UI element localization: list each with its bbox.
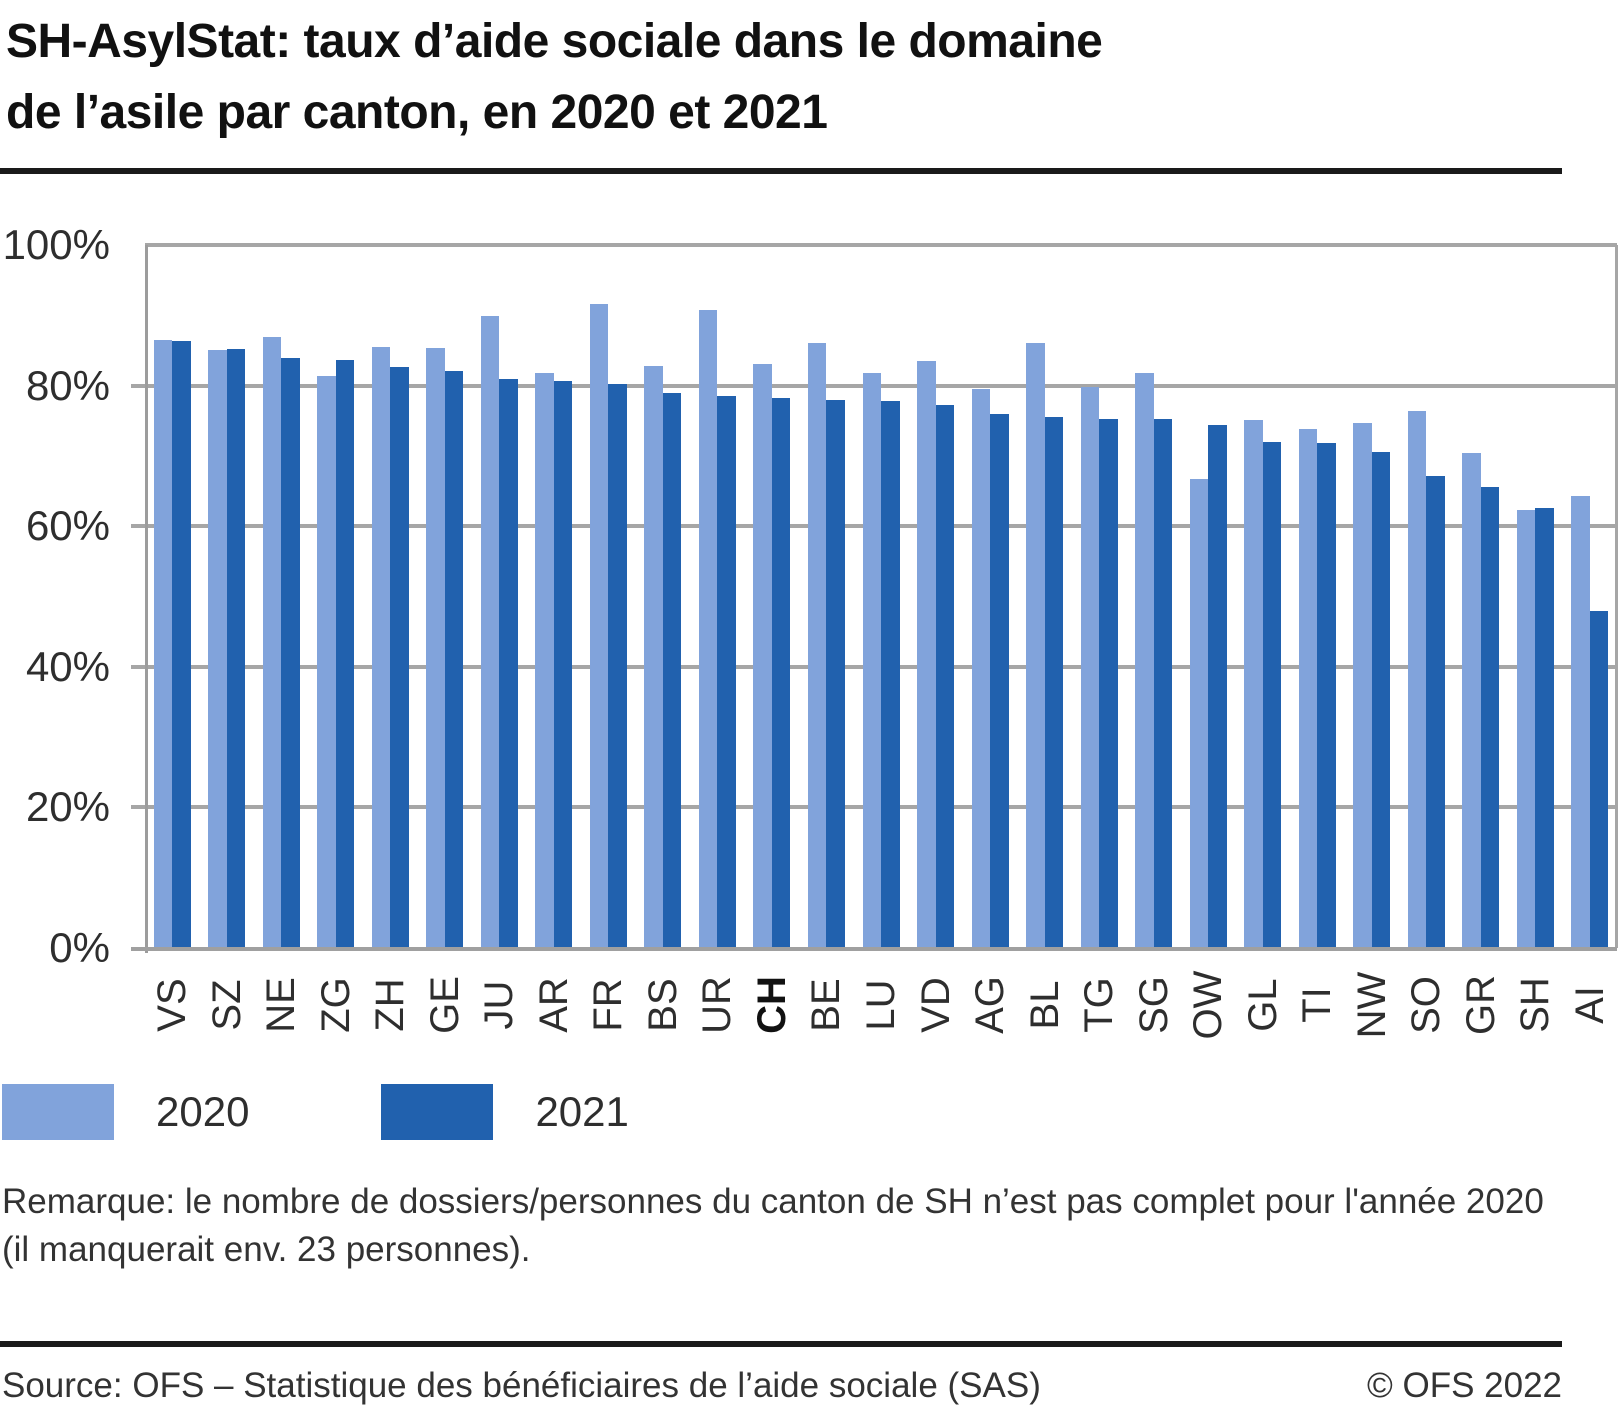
- bar-2021-ZG: [335, 360, 355, 948]
- bar-2020-BS: [644, 365, 663, 948]
- legend-swatch-2021: [381, 1084, 494, 1140]
- footer-divider: [0, 1341, 1562, 1347]
- y-axis-label-80: 80%: [25, 361, 110, 409]
- legend-swatch-2020: [2, 1084, 114, 1140]
- y-axis-label-0: 0%: [49, 924, 110, 971]
- bar-2021-GE: [444, 370, 464, 948]
- bar-2020-OW: [1189, 479, 1209, 948]
- bar-2020-GR: [1462, 453, 1481, 948]
- bar-2020-AG: [971, 389, 991, 948]
- bar-2020-NW: [1353, 422, 1372, 948]
- bar-2021-OW: [1208, 424, 1227, 948]
- bar-2020-ZH: [371, 346, 391, 948]
- bar-2021-FR: [608, 384, 627, 948]
- chart-title-line2: de l’asile par canton, en 2020 et 2021: [6, 86, 828, 139]
- chart-note-line1: Remarque: le nombre de dossiers/personne…: [2, 1182, 1544, 1221]
- bar-2021-SH: [1535, 507, 1554, 948]
- bar-2021-TI: [1317, 442, 1336, 948]
- bar-2021-AG: [990, 414, 1009, 948]
- bar-2021-SO: [1426, 476, 1445, 948]
- bar-2020-SG: [1135, 372, 1154, 948]
- bar-2020-TI: [1298, 429, 1318, 948]
- bar-2020-ZG: [317, 375, 336, 948]
- chart-title-line1: SH-AsylStat: taux d’aide sociale dans le…: [6, 15, 1103, 68]
- legend: 2020 2021: [2, 1083, 629, 1141]
- bar-2020-CH: [753, 363, 772, 948]
- y-tick-20: [131, 805, 145, 810]
- chart-title: SH-AsylStat: taux d’aide sociale dans le…: [6, 6, 1566, 148]
- bar-2020-NE: [262, 337, 282, 948]
- legend-label-2020: 2020: [156, 1088, 250, 1135]
- gridline-100: [145, 243, 1617, 247]
- bar-2020-GE: [426, 347, 445, 948]
- footer: Source: OFS – Statistique des bénéficiai…: [2, 1366, 1562, 1406]
- bar-2020-AR: [535, 372, 554, 948]
- y-axis-line: [145, 245, 148, 953]
- bar-2020-BE: [807, 343, 827, 948]
- bar-2021-ZH: [390, 367, 409, 948]
- chart-note-line2: (il manquerait env. 23 personnes).: [2, 1230, 531, 1269]
- bar-2021-VD: [935, 404, 955, 948]
- x-axis-label-AI: AI: [1567, 986, 1612, 1024]
- bar-2021-TG: [1099, 419, 1118, 948]
- bar-2020-TG: [1080, 387, 1100, 948]
- bar-2021-CH: [771, 397, 791, 948]
- legend-label-2021: 2021: [535, 1088, 629, 1135]
- bar-2020-GL: [1244, 420, 1263, 948]
- bar-2020-FR: [589, 304, 609, 948]
- bar-2021-LU: [881, 401, 900, 948]
- bar-2020-JU: [480, 316, 500, 948]
- bar-2021-GL: [1262, 441, 1282, 948]
- bar-2021-VS: [172, 341, 191, 948]
- source-text: Source: OFS – Statistique des bénéficiai…: [2, 1366, 1041, 1405]
- copyright-text: © OFS 2022: [1366, 1366, 1562, 1405]
- bar-2020-UR: [698, 309, 718, 948]
- bar-2021-NE: [281, 358, 300, 948]
- bar-2021-BL: [1044, 416, 1064, 948]
- bar-2020-SZ: [208, 350, 227, 948]
- y-axis-label-100: 100%: [2, 221, 110, 268]
- y-tick-80: [131, 383, 145, 388]
- bar-2020-AI: [1571, 495, 1590, 948]
- bar-2021-SZ: [226, 349, 246, 948]
- bar-2020-LU: [862, 372, 881, 948]
- bar-2021-AI: [1589, 610, 1609, 948]
- gridline-80: [145, 383, 1617, 388]
- bar-2021-AR: [553, 381, 573, 948]
- chart-note: Remarque: le nombre de dossiers/personne…: [2, 1178, 1592, 1274]
- plot-right-border: [1615, 245, 1618, 948]
- bar-2021-UR: [717, 396, 736, 948]
- bar-2020-SH: [1516, 510, 1536, 948]
- y-tick-60: [131, 524, 145, 529]
- x-axis-line: [131, 947, 1617, 951]
- y-axis-label-20: 20%: [25, 783, 110, 831]
- y-tick-40: [131, 664, 145, 669]
- bar-2021-GR: [1480, 486, 1500, 948]
- title-divider: [0, 168, 1562, 174]
- bar-2020-VS: [153, 339, 173, 948]
- bar-2021-NW: [1371, 452, 1391, 948]
- y-axis-label-40: 40%: [25, 642, 110, 690]
- bar-2021-SG: [1153, 419, 1173, 948]
- bar-2021-BE: [826, 399, 845, 948]
- bar-2021-JU: [499, 378, 518, 948]
- y-axis-label-60: 60%: [25, 502, 110, 550]
- bar-2020-VD: [917, 360, 936, 948]
- bar-2020-SO: [1407, 410, 1427, 948]
- bar-2021-BS: [662, 392, 682, 948]
- bar-2020-BL: [1026, 342, 1045, 948]
